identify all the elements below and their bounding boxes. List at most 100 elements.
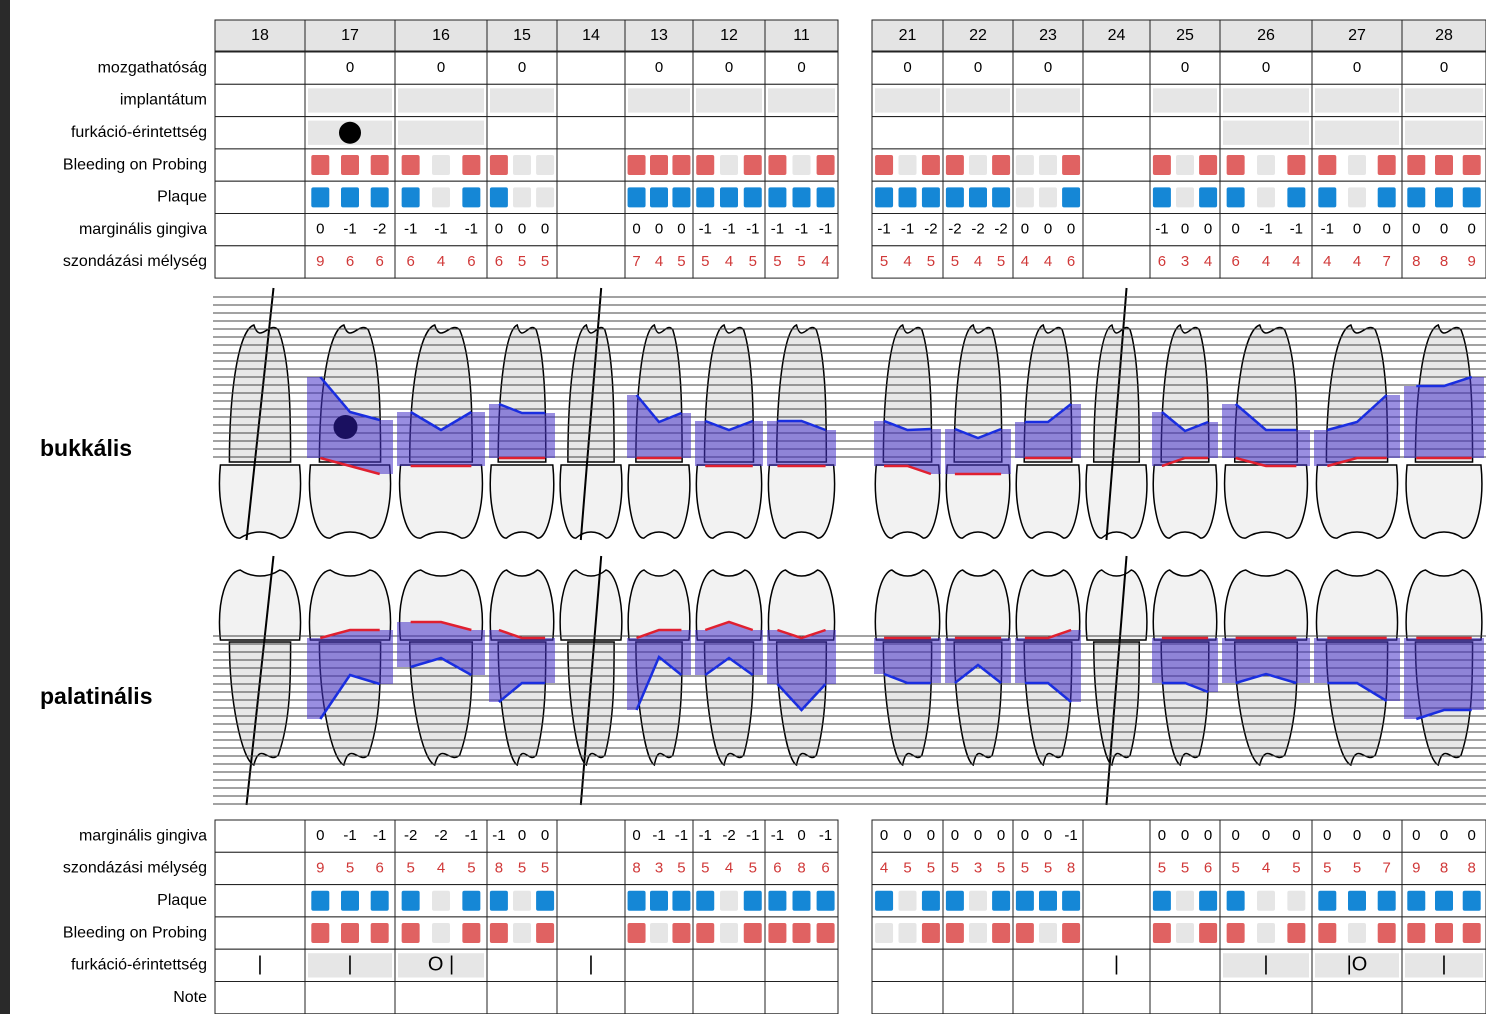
- probing-value: 6: [376, 253, 384, 270]
- probing-value: 9: [1468, 253, 1476, 270]
- plaque-site: [1348, 890, 1366, 911]
- table-cell: [1219, 245, 1313, 279]
- probing-value: 5: [406, 859, 414, 876]
- probing-value: 6: [467, 253, 475, 270]
- probing-value: 5: [927, 859, 935, 876]
- bleeding-site: [1407, 923, 1426, 944]
- plaque-site: [792, 187, 811, 208]
- table-cell: [1082, 83, 1151, 118]
- plaque-site: [536, 890, 555, 911]
- implant-box: [1405, 88, 1483, 113]
- table-cell: [556, 116, 626, 150]
- probing-depth-line: [498, 681, 546, 703]
- probing-value: 5: [1353, 859, 1361, 876]
- probing-value: 5: [997, 253, 1005, 270]
- table-cell: [1401, 245, 1486, 279]
- pocket-area: [767, 421, 836, 466]
- bleeding-site: [1287, 923, 1306, 944]
- probing-value: 5: [773, 253, 781, 270]
- plaque-site: [875, 890, 894, 911]
- gingival-margin-line: [1161, 456, 1209, 468]
- table-cell: [692, 981, 766, 1014]
- plaque-site: [1435, 187, 1453, 208]
- bleeding-site: [720, 155, 738, 176]
- missing-mark: [1105, 287, 1128, 541]
- tooth-crown: [1015, 464, 1081, 539]
- plaque-site: [1015, 187, 1034, 208]
- plaque-site: [1377, 890, 1396, 911]
- table-cell: [1149, 51, 1221, 85]
- table-cell: [942, 819, 1014, 853]
- table-cell: [1311, 213, 1403, 247]
- probing-depth-line: [319, 673, 381, 720]
- tooth-number: 14: [582, 27, 600, 44]
- bleeding-site: [1462, 923, 1481, 944]
- probing-depth-line: [1327, 681, 1388, 703]
- plaque-site: [898, 890, 917, 911]
- gingiva-value: 0: [541, 827, 549, 844]
- probing-value: 5: [1181, 859, 1189, 876]
- tooth-root: [408, 641, 474, 767]
- table-cell: [1149, 948, 1221, 983]
- bleeding-site: [969, 155, 987, 176]
- gingiva-value: 0: [880, 827, 888, 844]
- row-label: Plaque: [157, 189, 207, 206]
- gingiva-value: 0: [1353, 221, 1361, 238]
- plaque-site: [768, 890, 787, 911]
- table-cell: [692, 948, 766, 983]
- gingiva-value: -1: [373, 827, 386, 844]
- tooth-number: 28: [1435, 27, 1453, 44]
- tooth-number: 17: [341, 27, 359, 44]
- furcation-marker: [333, 415, 358, 439]
- table-cell: [1149, 116, 1221, 150]
- gingiva-value: -1: [771, 221, 784, 238]
- bleeding-site: [816, 923, 835, 944]
- table-cell: [214, 51, 306, 85]
- furcation-value: |: [1263, 954, 1268, 976]
- plaque-site: [1435, 890, 1453, 911]
- probing-depth-line: [1161, 681, 1209, 694]
- header-cell: [486, 19, 558, 52]
- gingiva-value: 0: [1292, 827, 1300, 844]
- plaque-site: [992, 890, 1011, 911]
- probing-value: 8: [1440, 859, 1448, 876]
- probing-depth-line: [1326, 394, 1388, 432]
- plaque-site: [672, 890, 691, 911]
- plaque-site: [720, 187, 738, 208]
- pocket-area: [489, 630, 555, 702]
- bleeding-site: [743, 923, 762, 944]
- gingiva-value: -1: [1290, 221, 1303, 238]
- table-cell: [394, 51, 488, 85]
- table-cell: [942, 948, 1014, 983]
- furcation-value: |: [347, 954, 352, 976]
- bleeding-site: [1152, 155, 1171, 176]
- tooth-number: 18: [251, 27, 269, 44]
- furcation-box: [1405, 120, 1483, 145]
- table-cell: [486, 851, 558, 886]
- implant-box: [308, 88, 392, 113]
- plaque-site: [720, 890, 738, 911]
- table-cell: [486, 245, 558, 279]
- tooth-crown: [1085, 464, 1148, 539]
- plaque-site: [743, 187, 762, 208]
- plaque-site: [1039, 187, 1057, 208]
- table-cell: [1149, 819, 1221, 853]
- row-label: furkáció-érintettség: [71, 124, 207, 141]
- probing-value: 7: [1383, 859, 1391, 876]
- implant-box: [768, 88, 835, 113]
- header-cell: [1219, 19, 1313, 52]
- gingiva-value: -1: [746, 827, 759, 844]
- implant-box: [398, 88, 484, 113]
- table-cell: [1401, 981, 1486, 1014]
- gingiva-value: 0: [1204, 221, 1212, 238]
- table-cell: [942, 51, 1014, 85]
- bleeding-site: [768, 923, 787, 944]
- tooth-crown: [559, 569, 623, 641]
- plaque-site: [1287, 890, 1306, 911]
- bleeding-site: [536, 155, 555, 176]
- probing-value: 5: [541, 859, 549, 876]
- bleeding-site: [1062, 923, 1081, 944]
- probing-value: 9: [316, 253, 324, 270]
- gingiva-value: 0: [1468, 827, 1476, 844]
